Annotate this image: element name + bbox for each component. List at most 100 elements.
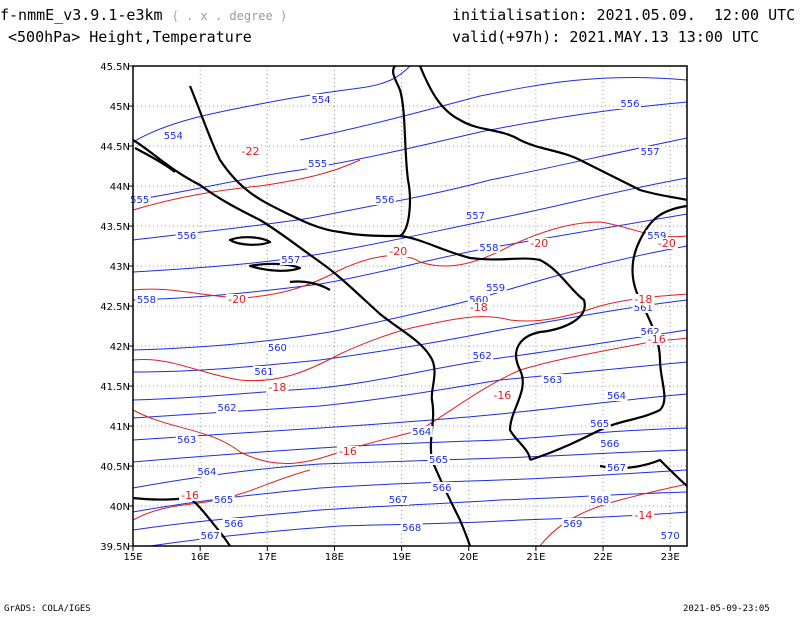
height-label-bg bbox=[175, 230, 198, 241]
init-value: 2021.05.09. 12:00 UTC bbox=[596, 6, 796, 24]
height-label: 556 bbox=[177, 231, 196, 242]
footer-credit: GrADS: COLA/IGES bbox=[4, 604, 91, 614]
height-contour bbox=[132, 245, 688, 351]
model-title: f-nmmE_v3.9.1-e3km ( . x . degree ) bbox=[0, 6, 287, 25]
temperature-contour bbox=[132, 159, 361, 211]
height-label: 567 bbox=[389, 495, 408, 506]
lat-tick-label: 42.5N bbox=[100, 302, 130, 313]
height-label: 562 bbox=[217, 403, 236, 414]
height-label-bg bbox=[252, 366, 275, 377]
height-label: 565 bbox=[590, 419, 609, 430]
temp-label-bg bbox=[528, 238, 551, 249]
axes-ticks: 15E 16E 17E 18E 19E 20E 21E 22E 23E 39.5N 40N 40.5N… bbox=[100, 62, 679, 563]
height-label: 564 bbox=[412, 427, 431, 438]
height-label: 563 bbox=[543, 375, 562, 386]
height-label-bg bbox=[484, 282, 507, 293]
temperature-label: -16 bbox=[493, 389, 511, 402]
height-label: 554 bbox=[311, 95, 330, 106]
footer-timestamp: 2021-05-09-23:05 bbox=[683, 604, 770, 614]
coastline-border bbox=[132, 496, 231, 547]
temperature-label: -20 bbox=[389, 245, 407, 258]
height-label: 557 bbox=[641, 147, 660, 158]
coastline-border bbox=[418, 65, 688, 202]
height-contour bbox=[132, 177, 688, 273]
height-label-bg bbox=[175, 434, 198, 445]
height-label: 557 bbox=[466, 211, 485, 222]
height-label: 559 bbox=[486, 283, 505, 294]
coastline-border bbox=[399, 234, 586, 461]
height-label-bg bbox=[541, 374, 564, 385]
height-label-bg bbox=[400, 522, 423, 533]
height-label-bg bbox=[279, 254, 302, 265]
temperature-label: -20 bbox=[658, 237, 676, 250]
lat-tick-label: 41N bbox=[110, 422, 130, 433]
lat-tick-label: 43.5N bbox=[100, 222, 130, 233]
height-contours bbox=[132, 65, 688, 547]
temperature-label: -16 bbox=[181, 489, 199, 502]
lon-tick-label: 18E bbox=[325, 552, 344, 563]
height-label-bg bbox=[477, 242, 500, 253]
height-label-bg bbox=[659, 530, 682, 541]
temperature-contour bbox=[539, 483, 688, 547]
height-contour bbox=[132, 427, 688, 463]
height-label: 556 bbox=[375, 195, 394, 206]
height-label: 555 bbox=[308, 159, 327, 170]
height-label-bg bbox=[387, 494, 410, 505]
height-label-bg bbox=[162, 130, 185, 141]
height-label-bg bbox=[128, 194, 151, 205]
height-label-bg bbox=[588, 494, 611, 505]
temp-label-bg bbox=[645, 334, 668, 345]
height-label-bg bbox=[639, 146, 662, 157]
height-contour bbox=[132, 137, 688, 241]
height-label: 560 bbox=[268, 343, 287, 354]
height-label: 561 bbox=[634, 303, 653, 314]
height-label: 568 bbox=[402, 523, 421, 534]
height-label-bg bbox=[645, 230, 668, 241]
temp-label-bg bbox=[226, 294, 249, 305]
height-label-bg bbox=[216, 402, 239, 413]
height-label: 566 bbox=[432, 483, 451, 494]
height-label-bg bbox=[266, 342, 289, 353]
height-label: 564 bbox=[197, 467, 216, 478]
lat-tick-label: 39.5N bbox=[100, 542, 130, 553]
height-label-bg bbox=[467, 294, 490, 305]
height-label: 566 bbox=[600, 439, 619, 450]
height-label-bg bbox=[632, 302, 655, 313]
height-label-bg bbox=[605, 462, 628, 473]
height-label: 556 bbox=[620, 99, 639, 110]
lat-tick-label: 41.5N bbox=[100, 382, 130, 393]
height-label-bg bbox=[373, 194, 396, 205]
temperature-contour bbox=[132, 221, 688, 299]
height-contour bbox=[132, 101, 688, 201]
temperature-label: -14 bbox=[634, 509, 652, 522]
temperature-label: -20 bbox=[530, 237, 548, 250]
temp-label-bg bbox=[179, 490, 202, 501]
coastline-border bbox=[132, 139, 472, 547]
height-label-bg bbox=[471, 350, 494, 361]
height-label: 565 bbox=[214, 495, 233, 506]
temp-label-bg bbox=[632, 510, 655, 521]
height-label: 563 bbox=[177, 435, 196, 446]
coastline-border bbox=[134, 147, 176, 173]
temp-label-bg bbox=[467, 302, 490, 313]
height-contour bbox=[132, 449, 688, 489]
height-label: 565 bbox=[429, 455, 448, 466]
height-label: 555 bbox=[130, 195, 149, 206]
temp-label-bg bbox=[655, 238, 678, 249]
lon-tick-label: 23E bbox=[661, 552, 680, 563]
height-label: 567 bbox=[201, 531, 220, 542]
temperature-label: -18 bbox=[470, 301, 488, 314]
temp-label-bg bbox=[239, 146, 262, 157]
lat-tick-label: 45.5N bbox=[100, 62, 130, 73]
model-name: f-nmmE_v3.9.1-e3km bbox=[0, 6, 163, 24]
height-label: 558 bbox=[479, 243, 498, 254]
temperature-label: -18 bbox=[268, 381, 286, 394]
coastline-border bbox=[188, 65, 411, 238]
lon-tick-label: 20E bbox=[459, 552, 478, 563]
height-label-bg bbox=[306, 158, 329, 169]
height-label: 567 bbox=[607, 463, 626, 474]
temp-label-bg bbox=[266, 382, 289, 393]
height-label-bg bbox=[427, 454, 450, 465]
height-label-bg bbox=[464, 210, 487, 221]
